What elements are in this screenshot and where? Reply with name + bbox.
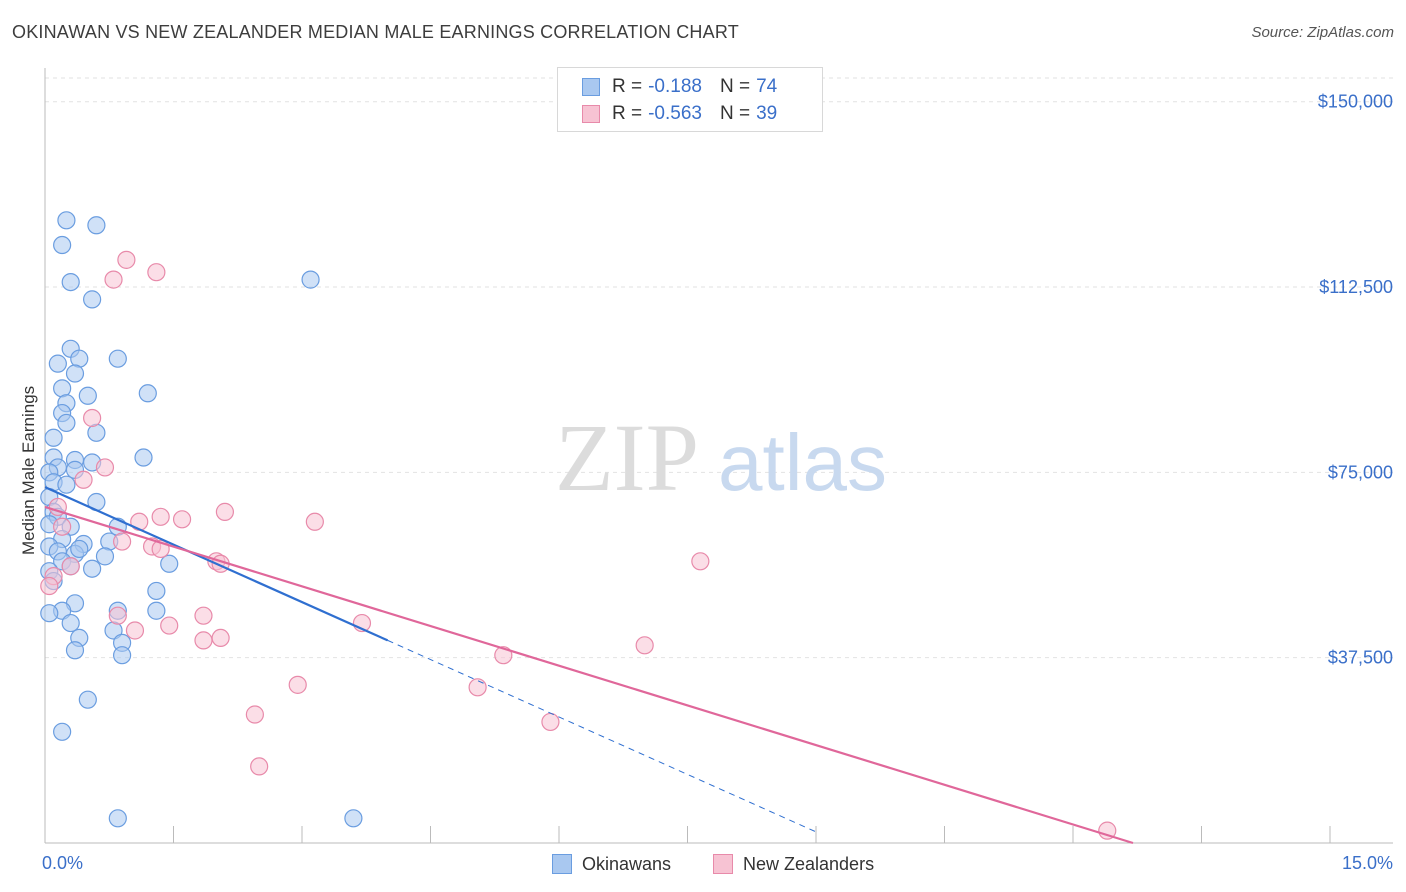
point-new-zealanders-32: [468, 678, 487, 697]
y-tick-label-1: $75,000: [1328, 462, 1393, 482]
stats-legend: R = -0.188 N = 74 R = -0.563 N = 39: [557, 67, 823, 132]
point-new-zealanders-2: [147, 263, 166, 282]
point-okinawans-64: [344, 809, 363, 828]
y-tick-label-3: $150,000: [1318, 92, 1393, 112]
legend-n-label: N =: [719, 103, 751, 124]
point-okinawans-3: [61, 272, 80, 292]
y-tick-labels: $37,500 $75,000 $112,500 $150,000: [1318, 92, 1393, 668]
point-new-zealanders-27: [211, 628, 230, 648]
point-okinawans-27: [57, 475, 76, 494]
bottom-legend-okinawans: Okinawans: [552, 852, 671, 876]
point-new-zealanders-11: [215, 502, 234, 521]
legend-r-label: R =: [612, 103, 643, 124]
watermark-atlas: atlas: [718, 418, 887, 507]
y-tick-label-2: $112,500: [1319, 277, 1393, 297]
x-tick-labels: 0.0% 15.0%: [42, 853, 1393, 873]
point-new-zealanders-31: [288, 675, 307, 694]
point-okinawans-53: [147, 601, 166, 620]
point-new-zealanders-18: [691, 552, 710, 571]
point-new-zealanders-28: [194, 631, 213, 650]
point-new-zealanders-4: [95, 458, 115, 477]
point-okinawans-61: [78, 690, 97, 709]
point-new-zealanders-3: [83, 408, 102, 428]
trend-extension-okinawans: [387, 639, 817, 833]
legend-n-label: N =: [719, 76, 751, 97]
legend-row-new-zealanders: R = -0.563 N = 39: [582, 101, 777, 127]
point-okinawans-13: [78, 386, 97, 405]
bottom-legend-new-zealanders: New Zealanders: [713, 852, 874, 876]
point-okinawans-7: [48, 354, 67, 373]
legend-row-okinawans: R = -0.188 N = 74: [582, 74, 777, 100]
trend-line-new-zealanders: [44, 505, 1134, 845]
legend-r-value: -0.563: [648, 103, 702, 124]
trend-lines: [44, 486, 1134, 845]
point-new-zealanders-21: [40, 576, 59, 596]
point-okinawans-41: [70, 539, 89, 559]
point-okinawans-2: [53, 235, 72, 255]
point-okinawans-60: [112, 646, 132, 665]
point-okinawans-5: [301, 270, 320, 289]
point-new-zealanders-29: [635, 636, 654, 655]
point-okinawans-49: [147, 581, 166, 601]
point-okinawans-1: [87, 216, 106, 235]
point-okinawans-42: [95, 547, 115, 566]
point-new-zealanders-5: [74, 470, 93, 489]
point-okinawans-4: [83, 290, 102, 309]
chart-title: OKINAWAN VS NEW ZEALANDER MEDIAN MALE EA…: [12, 22, 739, 42]
point-okinawans-10: [65, 364, 85, 383]
point-new-zealanders-25: [160, 616, 179, 635]
point-new-zealanders-0: [117, 250, 136, 269]
point-new-zealanders-23: [108, 606, 127, 625]
point-okinawans-0: [57, 211, 76, 230]
point-okinawans-46: [160, 554, 179, 573]
watermark-zip: ZIP: [555, 404, 699, 511]
point-new-zealanders-7: [53, 517, 72, 536]
legend-r-value: -0.188: [648, 76, 702, 97]
legend-n-value: 74: [756, 76, 778, 97]
point-new-zealanders-1: [104, 270, 123, 289]
watermark: ZIP atlas: [555, 404, 887, 511]
data-points: [40, 211, 1117, 840]
x-tick-label-max: 15.0%: [1342, 853, 1393, 873]
chart-source: Source: ZipAtlas.com: [1251, 24, 1394, 41]
point-new-zealanders-35: [250, 757, 269, 776]
point-okinawans-16: [57, 413, 76, 433]
point-new-zealanders-10: [151, 507, 170, 526]
gridlines: [45, 77, 1393, 659]
trend-line-okinawans: [44, 486, 389, 642]
point-okinawans-63: [108, 809, 127, 828]
point-okinawans-54: [40, 604, 59, 623]
point-new-zealanders-34: [541, 712, 560, 732]
y-tick-label-0: $37,500: [1328, 648, 1393, 668]
point-new-zealanders-13: [112, 532, 132, 551]
point-new-zealanders-12: [305, 512, 324, 531]
point-new-zealanders-22: [194, 606, 213, 625]
bottom-legend-label-new-zealanders: New Zealanders: [743, 853, 875, 874]
point-new-zealanders-9: [172, 510, 192, 529]
bottom-legend-swatch-okinawans: [552, 854, 572, 874]
bottom-legend-swatch-new-zealanders: [713, 854, 733, 874]
point-okinawans-55: [61, 613, 80, 633]
point-okinawans-45: [83, 559, 102, 578]
legend-swatch-okinawans: [582, 78, 600, 96]
point-okinawans-19: [134, 448, 153, 467]
legend-n-value: 39: [756, 103, 778, 124]
point-okinawans-18: [44, 428, 63, 447]
legend-swatch-new-zealanders: [582, 105, 600, 123]
x-tick-label-min: 0.0%: [42, 853, 83, 873]
point-new-zealanders-19: [61, 557, 80, 576]
legend-r-label: R =: [612, 76, 643, 97]
point-new-zealanders-33: [245, 705, 264, 724]
point-okinawans-9: [108, 349, 127, 368]
point-new-zealanders-24: [125, 621, 145, 640]
point-okinawans-59: [65, 641, 85, 660]
bottom-legend-label-okinawans: Okinawans: [582, 853, 672, 874]
y-axis-label: Median Male Earnings: [19, 386, 38, 555]
point-okinawans-12: [138, 384, 157, 403]
point-okinawans-62: [53, 722, 72, 741]
